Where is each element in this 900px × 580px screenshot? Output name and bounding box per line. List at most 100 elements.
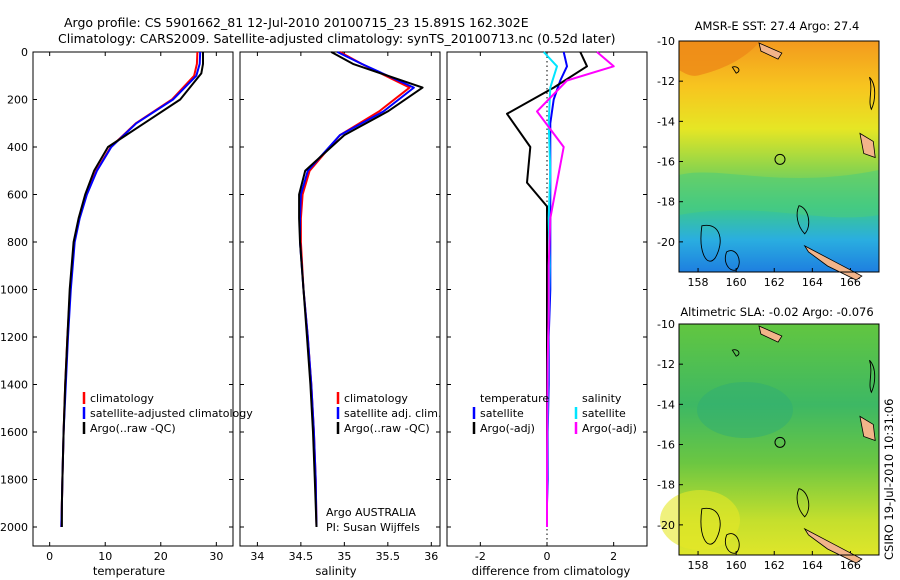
map-x-tick-label: 164 [802,559,823,572]
map-y-tick-label: -10 [657,318,675,331]
rennell-island-contour [731,349,740,357]
y-tick-label: 400 [7,141,28,154]
map-y-tick-label: -12 [657,75,675,88]
sst-green-band [679,170,879,218]
x-tick-label: 36 [424,550,438,563]
sla-map-overlay: 158 160 162 164 166-10-12-14-16-18-20 [657,318,876,572]
map-y-tick-label: -16 [657,156,675,169]
salinity-axis-label: salinity [315,564,356,578]
sst-warm-patch [679,41,760,76]
map-y-tick-label: -14 [657,398,675,411]
legend-argo-label: Argo(..raw -QC) [90,422,176,435]
legend-temp-argo-label: Argo(-adj) [480,422,535,435]
x-tick-label: 34 [250,550,264,563]
figure-title-line2: Climatology: CARS2009. Satellite-adjuste… [58,31,615,46]
espiritu-santo-land [859,415,876,442]
map-y-tick-label: -10 [657,35,675,48]
map-x-tick-label: 160 [726,276,747,289]
temperature-legend: climatology satellite-adjusted climatolo… [82,392,253,435]
new-caledonia-land [803,244,863,281]
temperature-plot: 0 10 20 30 [33,51,233,563]
sla-map-frame [678,323,880,556]
sst-map: AMSR-E SST: 27.4 Argo: 27.4 158 160 162 164… [657,19,880,289]
bellona-reef-contour [724,250,740,271]
y-tick-label: 1800 [0,474,28,487]
temperature-axis-label: temperature [93,564,165,578]
legend-temp-satellite-label: satellite [480,407,524,420]
difference-axis-label: difference from climatology [472,564,631,578]
x-tick-label: 20 [154,550,168,563]
sla-map: Altimetric SLA: -0.02 Argo: -0.076 158 16… [657,305,880,572]
map-y-tick-label: -20 [657,236,675,249]
map-y-tick-label: -16 [657,439,675,452]
legend-sal-argo-label: Argo(-adj) [582,422,637,435]
series-line-1 [299,51,411,528]
map-y-tick-label: -14 [657,115,675,128]
banks-islands-contour [869,76,876,111]
sla-low-patch [697,382,793,438]
y-tick-label: 1600 [0,426,28,439]
sla-map-title: Altimetric SLA: -0.02 Argo: -0.076 [680,305,873,319]
y-tick-label: 1000 [0,284,28,297]
sst-map-frame [678,40,880,273]
banks-islands-contour [869,359,876,394]
sst-map-title: AMSR-E SST: 27.4 Argo: 27.4 [695,19,860,33]
x-tick-label: 2 [610,550,617,563]
legend-temperature-title: temperature [480,392,549,405]
x-tick-label: 34.5 [289,550,314,563]
entrecasteaux-reef-contour [796,488,810,518]
series-line-2 [299,51,415,528]
rennell-island-contour [731,66,740,74]
map-x-tick-label: 160 [726,559,747,572]
legend-salinity-title: salinity [582,392,622,405]
y-tick-label: 0 [21,46,28,59]
difference-plot: -2 0 2 [447,51,647,563]
argo-position-marker [774,153,786,165]
legend-climatology-label: climatology [90,392,154,405]
x-tick-label: 30 [209,550,223,563]
legend-argo-label: Argo(..raw -QC) [344,422,430,435]
figure-title-line1: Argo profile: CS 5901662_81 12-Jul-2010 … [64,15,529,30]
argo-note-line2: PI: Susan Wijffels [326,521,420,534]
y-tick-label: 2000 [0,521,28,534]
x-tick-label: 10 [98,550,112,563]
x-tick-label: 35.5 [376,550,401,563]
y-tick-label: 200 [7,94,28,107]
depth-axis: 0 200 400 600 800 1000 1200 1400 1600 1800 2000 [0,46,28,534]
salinity-panel-frame [239,51,441,547]
argo-note-line1: Argo AUSTRALIA [326,506,416,519]
legend-climatology-label: climatology [344,392,408,405]
salinity-plot: 34 34.5 35 35.5 36 [240,51,440,563]
chesterfield-reef-contour [700,507,721,545]
sst-map-overlay: 158 160 162 164 166-10-12-14-16-18-20 [657,35,876,289]
series-line-3 [298,51,424,528]
y-tick-label: 800 [7,236,28,249]
argo-position-marker [774,436,786,448]
entrecasteaux-reef-contour [796,205,810,235]
credit-text: CSIRO 19-Jul-2010 10:31:06 [882,399,896,560]
map-x-tick-label: 164 [802,276,823,289]
series-line-3 [60,52,204,527]
sst-field [679,41,879,272]
legend-satellite-label: satellite-adjusted climatology [90,407,253,420]
new-caledonia-land [803,527,863,564]
sla-high-patch [660,490,740,550]
y-tick-label: 1400 [0,379,28,392]
map-x-tick-label: 162 [764,559,785,572]
map-x-tick-label: 158 [688,276,709,289]
y-tick-label: 1200 [0,331,28,344]
legend-sal-satellite-label: satellite [582,407,626,420]
x-tick-label: -2 [475,550,486,563]
x-tick-label: 35 [337,550,351,563]
x-tick-label: 0 [46,550,53,563]
difference-legend: temperature satellite Argo(-adj) salinit… [472,392,637,435]
series-line-2 [60,51,202,528]
series-line-4 [536,51,615,527]
y-tick-label: 600 [7,189,28,202]
series-line-1 [60,51,199,528]
map-y-tick-label: -18 [657,196,675,209]
map-y-tick-label: -12 [657,358,675,371]
solomon-island-land [758,42,783,60]
x-tick-label: 0 [544,550,551,563]
